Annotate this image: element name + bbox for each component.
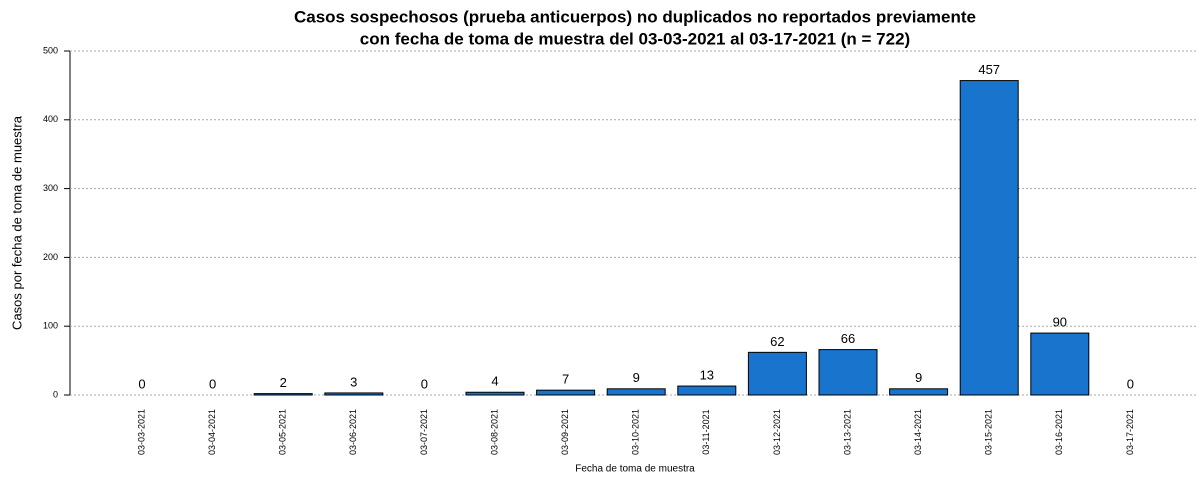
x-tick-label: 03-04-2021 <box>207 409 217 455</box>
bar <box>324 392 384 396</box>
y-tick-label: 100 <box>43 321 58 331</box>
bar <box>253 393 313 396</box>
x-tick-label: 03-15-2021 <box>984 409 994 455</box>
value-label: 3 <box>350 374 357 389</box>
x-tick-label: 03-13-2021 <box>842 409 852 455</box>
value-label: 62 <box>770 334 784 349</box>
y-tick-label: 200 <box>43 252 58 262</box>
value-label: 9 <box>633 370 640 385</box>
bar <box>959 80 1019 396</box>
x-tick-label: 03-06-2021 <box>348 409 358 455</box>
x-tick-label: 03-09-2021 <box>560 409 570 455</box>
value-label: 4 <box>491 374 498 389</box>
value-label: 66 <box>841 331 855 346</box>
x-tick-label: 03-05-2021 <box>278 409 288 455</box>
bar <box>536 389 596 396</box>
x-tick-label: 03-10-2021 <box>631 409 641 455</box>
value-label: 0 <box>1127 376 1134 391</box>
chart-title: con fecha de toma de muestra del 03-03-2… <box>360 29 910 48</box>
bar <box>1030 332 1090 396</box>
value-label: 9 <box>915 370 922 385</box>
x-tick-label: 03-12-2021 <box>772 409 782 455</box>
value-label: 90 <box>1053 315 1067 330</box>
y-tick-label: 500 <box>43 45 58 55</box>
x-tick-label: 03-16-2021 <box>1054 409 1064 455</box>
bar <box>818 349 878 396</box>
x-tick-label: 03-11-2021 <box>701 409 711 454</box>
y-tick-label: 300 <box>43 183 58 193</box>
bar <box>677 385 737 396</box>
x-tick-label: 03-07-2021 <box>419 409 429 455</box>
y-axis-label: Casos por fecha de toma de muestra <box>9 115 24 330</box>
x-tick-label: 03-03-2021 <box>136 409 146 455</box>
bar <box>606 388 666 396</box>
value-label: 457 <box>978 62 1000 77</box>
value-label: 13 <box>700 367 714 382</box>
value-label: 0 <box>421 376 428 391</box>
x-tick-label: 03-17-2021 <box>1125 409 1135 455</box>
x-axis-label: Fecha de toma de muestra <box>575 464 695 475</box>
x-tick-label: 03-14-2021 <box>913 409 923 455</box>
bar <box>465 391 525 396</box>
y-tick-label: 400 <box>43 114 58 124</box>
bar <box>747 351 807 396</box>
value-label: 0 <box>138 376 145 391</box>
bar <box>889 388 949 396</box>
x-tick-label: 03-08-2021 <box>489 409 499 455</box>
value-label: 0 <box>209 376 216 391</box>
value-label: 2 <box>280 375 287 390</box>
chart-title: Casos sospechosos (prueba anticuerpos) n… <box>294 7 976 26</box>
y-tick-label: 0 <box>53 389 58 399</box>
value-label: 7 <box>562 372 569 387</box>
